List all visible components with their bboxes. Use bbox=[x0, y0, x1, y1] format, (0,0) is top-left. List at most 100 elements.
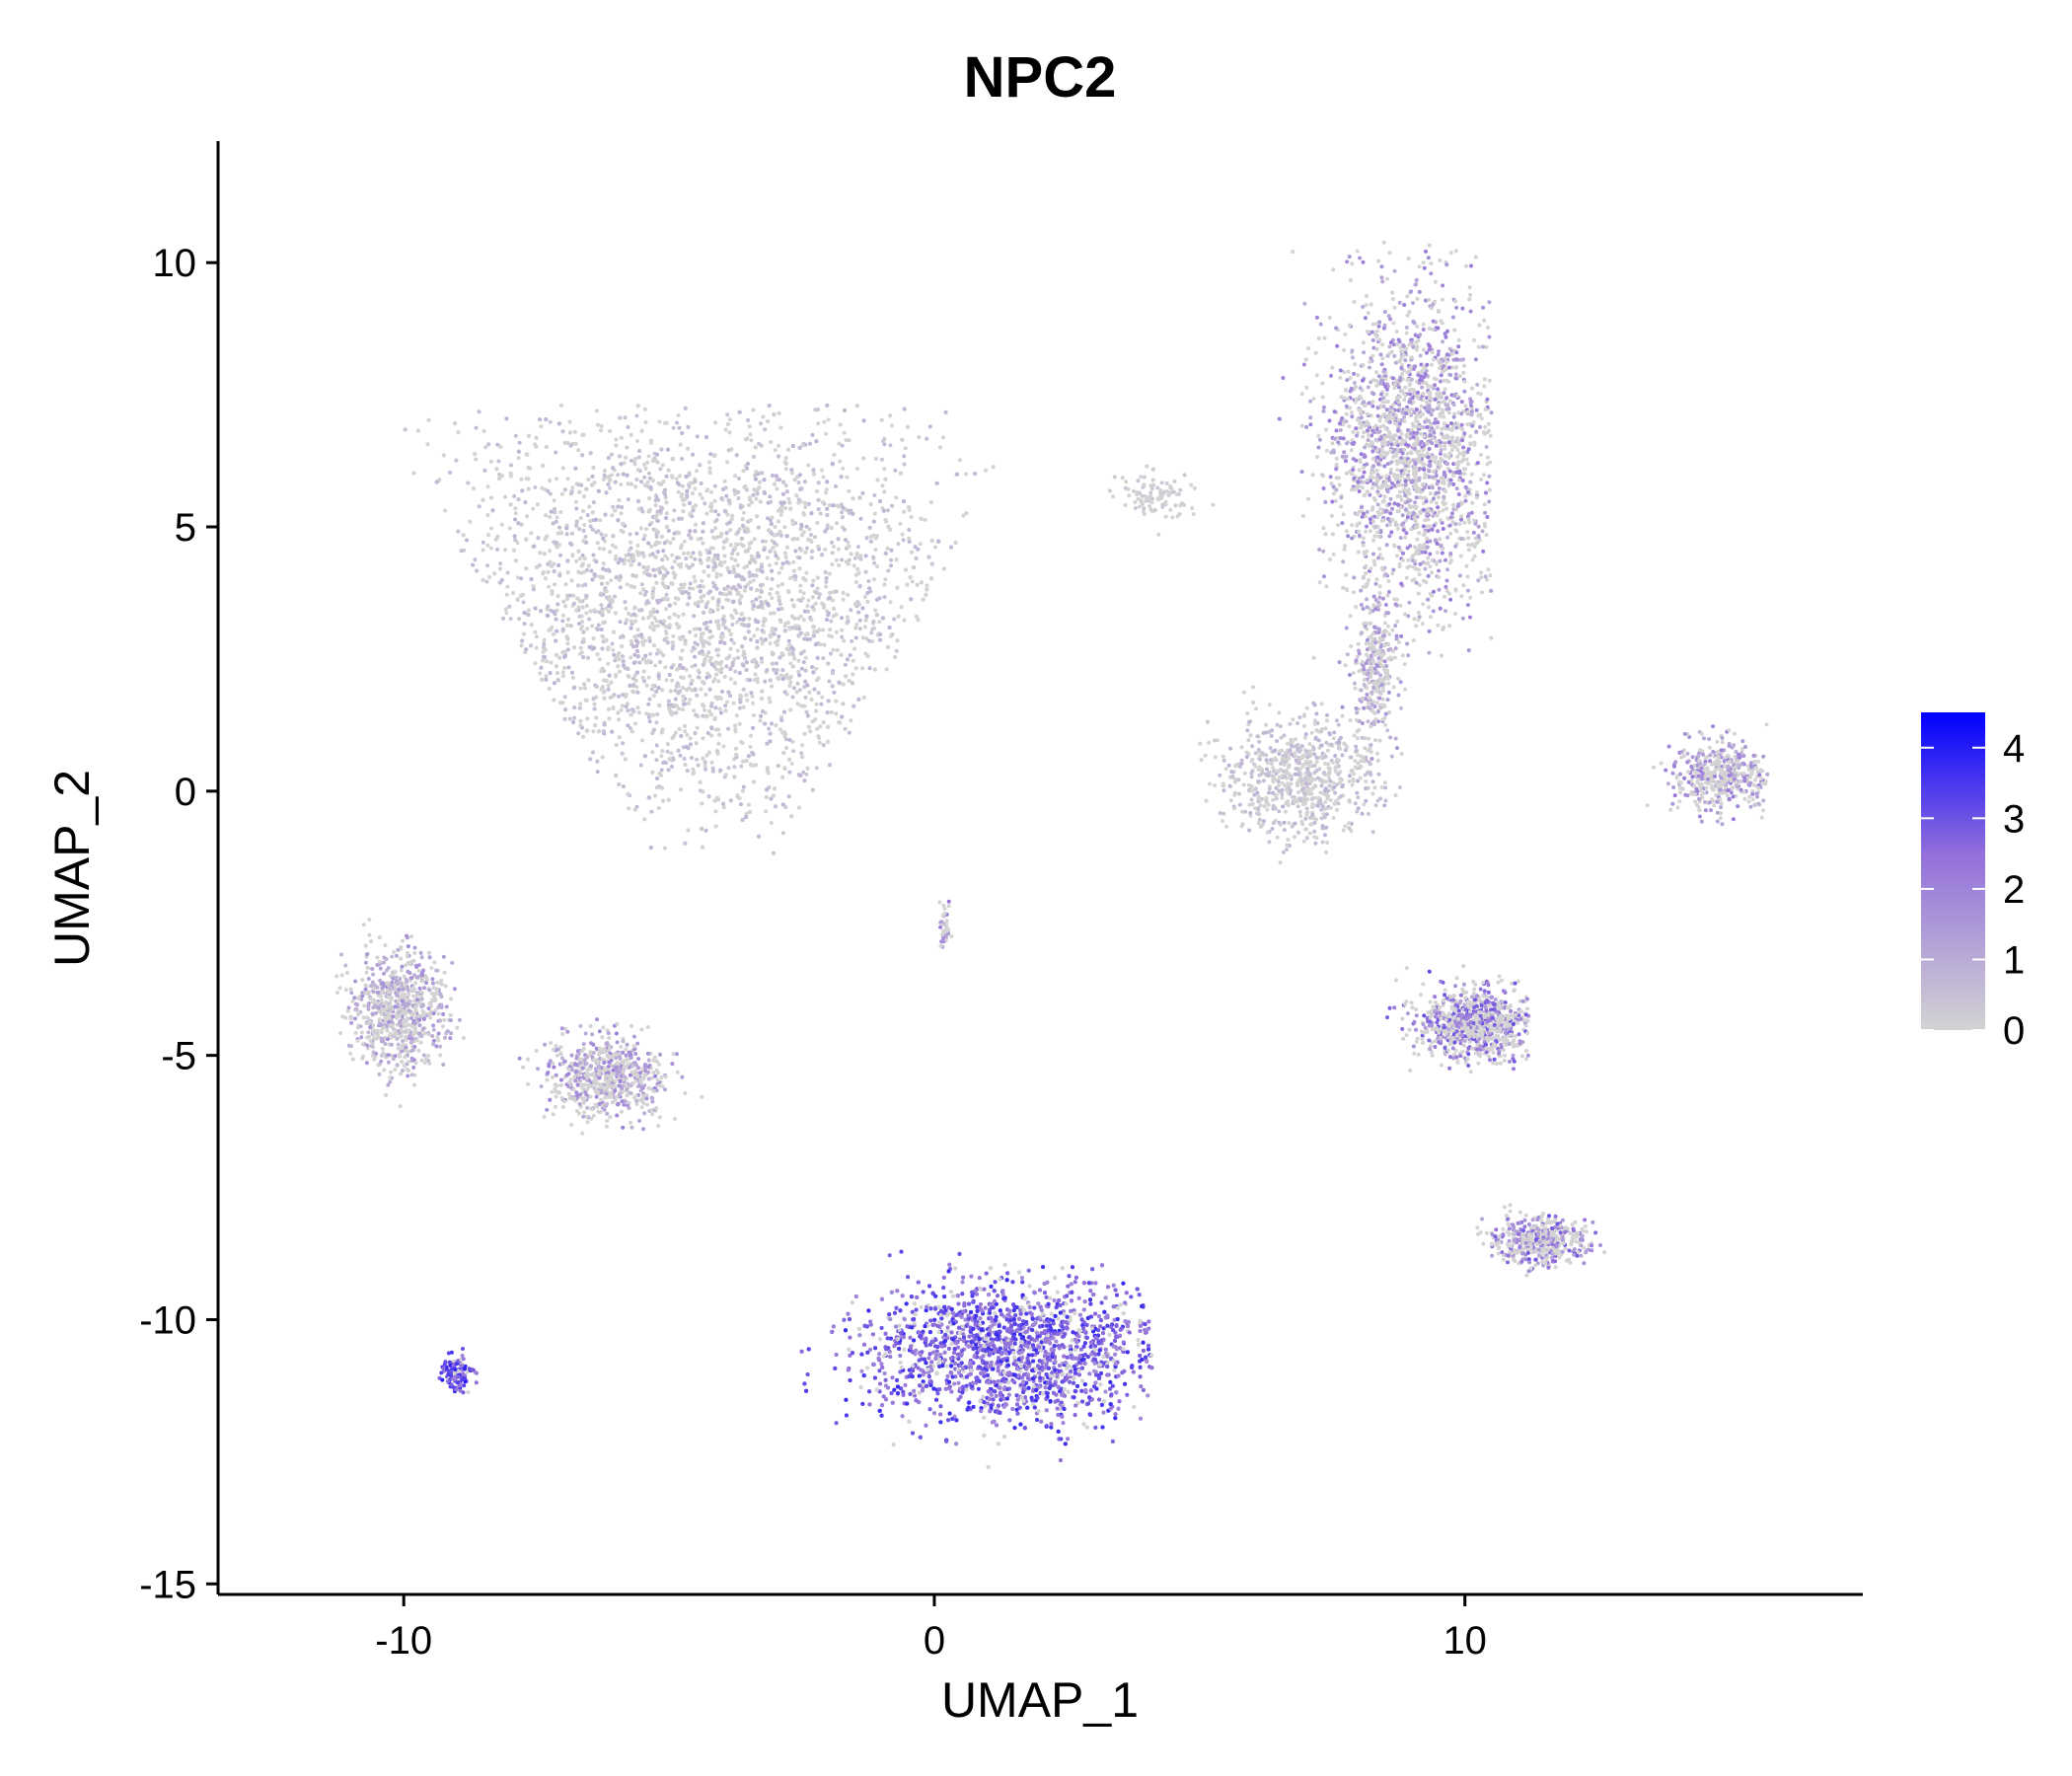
cell-point bbox=[825, 618, 829, 623]
cell-point bbox=[647, 471, 651, 476]
cell-point bbox=[709, 489, 713, 494]
cell-point bbox=[895, 638, 900, 643]
cell-point bbox=[734, 752, 739, 757]
cell-point bbox=[782, 525, 787, 530]
cell-point bbox=[810, 595, 815, 600]
cell-point bbox=[692, 627, 697, 631]
cell-point bbox=[777, 595, 781, 600]
cell-point bbox=[724, 597, 729, 602]
cell-point bbox=[821, 475, 826, 480]
cell-point bbox=[601, 729, 606, 734]
cell-point bbox=[849, 718, 853, 723]
cell-point bbox=[896, 542, 901, 547]
cell-point bbox=[747, 546, 752, 551]
cell-point bbox=[681, 699, 686, 703]
cell-point bbox=[590, 474, 595, 479]
cell-point bbox=[564, 526, 569, 531]
cell-point bbox=[523, 500, 528, 505]
cell-point bbox=[552, 498, 556, 503]
cell-point bbox=[700, 801, 704, 806]
cell-point bbox=[855, 545, 860, 550]
cell-point bbox=[576, 583, 581, 588]
cell-point bbox=[542, 637, 547, 642]
cell-point bbox=[564, 634, 569, 639]
cell-point bbox=[619, 707, 624, 712]
cell-point bbox=[675, 531, 680, 535]
cell-point bbox=[631, 709, 636, 714]
cell-point bbox=[554, 477, 558, 481]
cell-point bbox=[840, 443, 845, 448]
cell-point bbox=[754, 496, 759, 501]
cell-point bbox=[912, 565, 917, 570]
cell-point bbox=[606, 456, 611, 461]
cell-point bbox=[650, 750, 655, 755]
cell-point bbox=[581, 432, 586, 437]
cell-point bbox=[553, 582, 557, 587]
cell-point bbox=[635, 404, 640, 408]
cell-point bbox=[616, 664, 621, 669]
cell-point bbox=[727, 653, 732, 658]
cell-point bbox=[641, 537, 646, 542]
cell-point bbox=[826, 661, 831, 666]
cell-point bbox=[659, 754, 664, 759]
cell-point bbox=[872, 626, 876, 630]
cell-point bbox=[674, 477, 679, 481]
cell-point bbox=[621, 693, 626, 698]
cell-point bbox=[693, 601, 698, 606]
cell-point bbox=[631, 676, 636, 681]
cell-point bbox=[617, 735, 622, 740]
cell-point bbox=[788, 506, 793, 511]
cell-point bbox=[587, 644, 592, 649]
cell-point bbox=[629, 626, 633, 630]
cell-point bbox=[739, 740, 743, 744]
cell-point bbox=[840, 616, 845, 621]
cell-point bbox=[904, 567, 908, 572]
cell-point bbox=[850, 638, 854, 643]
cell-point bbox=[828, 628, 833, 632]
cell-point bbox=[695, 725, 700, 730]
cell-point bbox=[604, 533, 608, 538]
cell-point bbox=[668, 541, 673, 546]
cell-point bbox=[832, 690, 837, 695]
cell-point bbox=[513, 433, 518, 438]
cell-point bbox=[954, 472, 959, 477]
cell-point bbox=[798, 589, 803, 594]
cell-point bbox=[654, 689, 659, 694]
cell-point bbox=[411, 471, 416, 476]
cell-point bbox=[642, 817, 647, 822]
cell-point bbox=[616, 473, 621, 478]
cell-point bbox=[803, 679, 808, 684]
cell-point bbox=[755, 491, 760, 496]
cell-point bbox=[542, 645, 547, 649]
cell-point bbox=[633, 721, 638, 726]
cell-point bbox=[519, 576, 524, 581]
cell-point bbox=[624, 621, 629, 626]
cell-point bbox=[548, 549, 553, 554]
cell-point bbox=[737, 721, 742, 726]
cell-point bbox=[675, 555, 680, 560]
cell-point bbox=[832, 452, 837, 457]
cell-point bbox=[646, 541, 651, 546]
cell-point bbox=[801, 618, 806, 623]
cell-point bbox=[816, 421, 821, 426]
cell-point bbox=[646, 702, 651, 706]
cell-point bbox=[746, 624, 751, 629]
cell-point bbox=[758, 499, 763, 504]
cell-point bbox=[784, 745, 789, 750]
cell-point bbox=[900, 532, 905, 537]
cell-point bbox=[777, 655, 782, 660]
cell-point bbox=[708, 452, 713, 457]
cell-point bbox=[811, 607, 816, 612]
cell-point bbox=[767, 528, 772, 533]
cell-point bbox=[752, 713, 757, 717]
cell-point bbox=[702, 610, 706, 615]
cell-point bbox=[581, 636, 586, 641]
cell-point bbox=[546, 604, 551, 609]
cell-point bbox=[705, 731, 710, 735]
cell-point bbox=[707, 551, 712, 555]
cell-point bbox=[735, 563, 740, 567]
cell-point bbox=[973, 472, 978, 477]
cell-point bbox=[790, 695, 795, 700]
cell-point bbox=[756, 525, 761, 530]
cell-point bbox=[777, 508, 780, 513]
